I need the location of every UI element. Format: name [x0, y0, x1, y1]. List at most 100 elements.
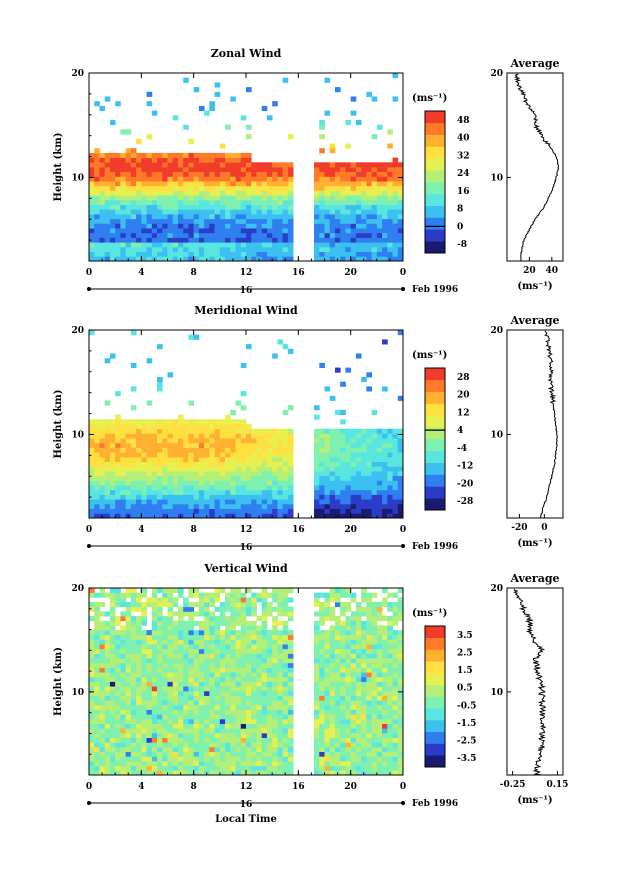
day-label: 16: [240, 286, 253, 296]
colorbar-segment: [425, 368, 445, 381]
date-bar-end: [401, 544, 405, 548]
colorbar-label: 2.5: [457, 648, 473, 658]
x-tick-label: 4: [138, 268, 144, 278]
y-tick-label: 20: [71, 69, 84, 79]
average-title: Average: [509, 572, 559, 585]
x-tick-label: 12: [240, 782, 253, 792]
colorbar-label: 28: [457, 373, 470, 383]
colorbar-segment: [425, 661, 445, 674]
x-tick-label: 0: [400, 525, 406, 535]
x-tick-label: 8: [191, 268, 197, 278]
colorbar-frame: [424, 110, 446, 254]
colorbar-label: 40: [457, 134, 470, 144]
panel-3: Vertical Wind 0 4 8 12 16 20 0 16 Feb 1996 10 20 Hei…: [53, 562, 568, 810]
x-tick-label: 4: [138, 782, 144, 792]
colorbar-label: 0: [457, 222, 463, 232]
y-axis-label: Height (km): [53, 390, 64, 459]
x-tick-label: 8: [191, 525, 197, 535]
colorbar-segment: [425, 111, 445, 124]
average-x-tick-label: 0.15: [546, 780, 568, 790]
colorbar-label: 8: [457, 205, 463, 215]
colorbar-segment: [425, 158, 445, 171]
average-x-label: (ms⁻¹): [517, 795, 552, 806]
colorbar-segment: [425, 462, 445, 475]
y-axis-label: Height (km): [53, 647, 64, 716]
colorbar: (ms⁻¹) 3.5 2.5 1.5 0.5 -0.5 -1.5 -2.5 -3.5: [412, 608, 476, 768]
colorbar-label: 20: [457, 391, 470, 401]
date-label: Feb 1996: [412, 799, 458, 809]
average-y-tick-label: 10: [490, 688, 503, 698]
colorbar-segment: [425, 217, 445, 230]
colorbar-segment: [425, 229, 445, 242]
colorbar-label: -3.5: [457, 754, 476, 764]
colorbar-segment: [425, 427, 445, 440]
average-profile-line: [514, 73, 560, 262]
day-label: 16: [240, 543, 253, 553]
x-tick-label: 0: [400, 268, 406, 278]
colorbar-segment: [425, 122, 445, 135]
colorbar-segment: [425, 450, 445, 463]
colorbar-label: -4: [457, 444, 467, 454]
colorbar-frame: [424, 367, 446, 511]
colorbar-segment: [425, 673, 445, 686]
average-profile: Average 10 20 -0.25 0.15 (ms⁻¹): [490, 572, 568, 806]
average-title: Average: [509, 314, 559, 327]
colorbar-segment: [425, 170, 445, 183]
average-title: Average: [509, 57, 559, 70]
colorbar: (ms⁻¹) 28 20 12 4 -4 -12 -20 -28: [412, 350, 473, 511]
day-label: 16: [240, 800, 253, 810]
colorbar-segment: [425, 696, 445, 709]
colorbar-label: 1.5: [457, 666, 473, 676]
colorbar-label: 0.5: [457, 684, 473, 694]
x-tick-label: 16: [292, 525, 305, 535]
heatmap-cells: [89, 73, 404, 262]
average-profile-line: [539, 330, 558, 519]
colorbar-label: 12: [457, 408, 470, 418]
y-tick-label: 10: [71, 430, 84, 440]
date-bar-end: [401, 287, 405, 291]
colorbar-label: -2.5: [457, 737, 476, 747]
colorbar-segment: [425, 241, 445, 254]
x-tick-label: 20: [344, 525, 357, 535]
average-frame: [506, 72, 564, 262]
colorbar-segment: [425, 403, 445, 416]
date-bar-start: [87, 287, 91, 291]
colorbar-label: -28: [457, 497, 473, 507]
colorbar-unit: (ms⁻¹): [412, 93, 447, 104]
panel-title: Meridional Wind: [194, 304, 298, 317]
average-profile-line: [513, 588, 547, 776]
colorbar-label: -20: [457, 479, 473, 489]
y-axis-label: Height (km): [53, 133, 64, 202]
colorbar-segment: [425, 649, 445, 662]
colorbar-label: 48: [457, 116, 470, 126]
x-axis-label: Local Time: [215, 814, 277, 825]
colorbar-segment: [425, 193, 445, 206]
colorbar-segment: [425, 182, 445, 195]
panel-title: Zonal Wind: [211, 47, 282, 60]
colorbar-segment: [425, 684, 445, 697]
colorbar-label: 16: [457, 187, 470, 197]
colorbar-segment: [425, 626, 445, 639]
panel-2: Meridional Wind 0 4 8 12 16 20 0 16 Feb 1996 10 20 H…: [53, 304, 564, 553]
average-frame: [506, 587, 564, 776]
heatmap-cells: [89, 588, 404, 776]
x-tick-label: 0: [86, 268, 92, 278]
average-x-tick-label: -0.25: [500, 780, 526, 790]
colorbar-segment: [425, 205, 445, 218]
x-tick-label: 20: [344, 268, 357, 278]
heatmap-cells: [89, 330, 404, 519]
colorbar-frame: [424, 625, 446, 768]
average-frame: [506, 329, 564, 519]
colorbar-segment: [425, 474, 445, 487]
date-label: Feb 1996: [412, 285, 458, 295]
average-profile: Average 10 20 -20 0 (ms⁻¹): [490, 314, 564, 549]
colorbar-label: -0.5: [457, 701, 476, 711]
colorbar-segment: [425, 708, 445, 721]
date-bar-start: [87, 544, 91, 548]
panel-title: Vertical Wind: [203, 562, 288, 575]
x-tick-label: 0: [400, 782, 406, 792]
colorbar-segment: [425, 731, 445, 744]
colorbar-label: -1.5: [457, 719, 476, 729]
